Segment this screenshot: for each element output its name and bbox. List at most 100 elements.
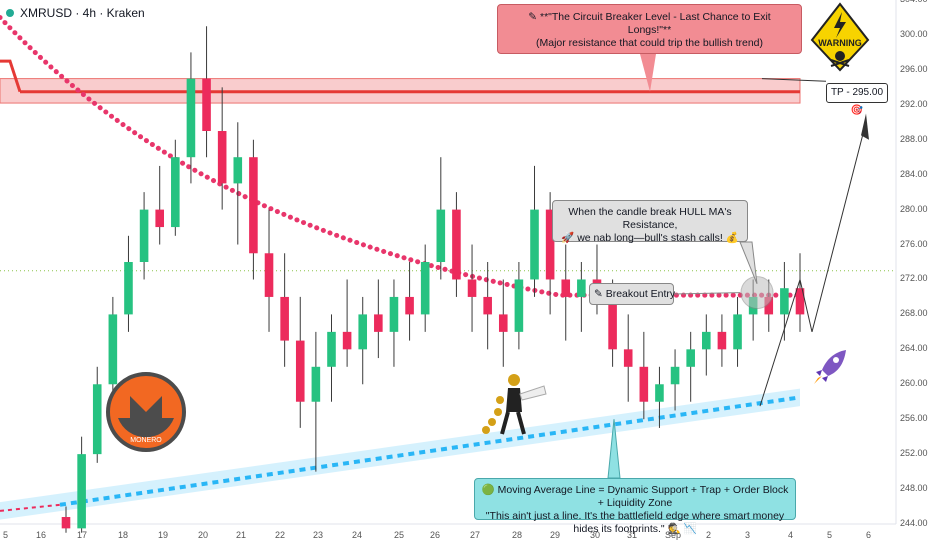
time-tick-label: 30 (590, 530, 601, 540)
hull-ma-line (0, 14, 803, 298)
price-tick-label: 288.00 (900, 133, 928, 144)
hull-break-pointer (739, 241, 758, 285)
projection-path (759, 122, 867, 407)
time-tick-label: 18 (118, 530, 129, 540)
rocket-icon (812, 346, 850, 386)
price-tick-label: 272.00 (900, 273, 928, 284)
candle-body (405, 296, 414, 315)
candle-body (92, 384, 102, 455)
hull-break-line1: When the candle break HULL MA's Resistan… (568, 206, 732, 231)
breakout-entry-pointer (673, 292, 741, 295)
price-tick-label: 280.00 (900, 203, 928, 214)
candle-body (155, 209, 164, 228)
tp-connector (761, 78, 827, 82)
candle-body (670, 366, 680, 385)
chart-header: XMRUSD · 4h · Kraken (6, 6, 145, 20)
moving-average-callout: 🟢 Moving Average Line = Dynamic Support … (474, 478, 796, 535)
candle-body (467, 279, 477, 297)
candle-body (733, 314, 742, 350)
circuit-breaker-title: ✎ **"The Circuit Breaker Level - Last Ch… (528, 11, 771, 36)
candle-body (780, 288, 789, 315)
time-tick-label: Sep (665, 530, 682, 540)
hull-break-line2: 🚀 we nab long—bull's stash calls! 💰 (561, 232, 739, 244)
time-tick-label: 2 (706, 530, 712, 540)
chart-title: XMRUSD · 4h · Kraken (20, 6, 145, 20)
take-profit-label: TP - 295.00🎯 (826, 83, 888, 116)
time-tick-label: 24 (352, 530, 363, 540)
time-tick-label: 26 (430, 530, 441, 540)
breakout-entry-label: ✎ Breakout Entry (589, 283, 675, 305)
circuit-breaker-callout: ✎ **"The Circuit Breaker Level - Last Ch… (497, 4, 802, 54)
time-tick-label: 23 (313, 530, 324, 540)
candle-body (264, 253, 274, 297)
candle-body (217, 131, 227, 184)
price-tick-label: 244.00 (900, 518, 928, 528)
resistance-step (0, 59, 22, 93)
candle-body (311, 366, 321, 402)
warning-icon: WARNING (810, 2, 870, 72)
candle-body (389, 296, 399, 332)
price-tick-label: 268.00 (900, 308, 928, 319)
candle-body (61, 517, 71, 529)
candle-body (358, 314, 368, 350)
price-tick-label: 284.00 (900, 168, 928, 179)
candle-body (577, 279, 586, 297)
treasure-hunter-illustration (478, 372, 554, 438)
candle-body (452, 209, 461, 280)
breakout-circle (740, 276, 774, 310)
candle-body (545, 209, 555, 280)
candle-body (530, 209, 539, 280)
candle-body (139, 209, 149, 262)
candle-body (249, 157, 258, 254)
hull-break-callout: When the candle break HULL MA's Resistan… (552, 200, 748, 244)
candle-body (186, 78, 196, 158)
price-tick-label: 256.00 (900, 413, 928, 424)
monero-logo: MONERO (106, 372, 186, 452)
candle-body (342, 331, 352, 350)
support-ma-line-bear (0, 503, 61, 512)
time-tick-label: 5 (3, 530, 9, 540)
price-tick-label: 300.00 (900, 28, 928, 39)
candle-body (327, 331, 336, 367)
time-tick-label: 20 (198, 530, 209, 540)
price-tick-label: 252.00 (900, 448, 928, 459)
warning-label: WARNING (818, 38, 862, 48)
time-tick-label: 31 (627, 530, 638, 540)
circuit-breaker-subtitle: (Major resistance that could trip the bu… (535, 37, 764, 49)
candle-body (498, 314, 508, 332)
candle-body (233, 157, 243, 184)
candle-body (124, 262, 133, 315)
candle-body (795, 288, 805, 315)
candle-body (77, 454, 86, 529)
live-status-dot (6, 9, 14, 17)
time-tick-label: 28 (512, 530, 523, 540)
time-tick-label: 3 (745, 530, 751, 540)
candle-body (608, 296, 617, 350)
candle-body (420, 262, 430, 315)
time-tick-label: 25 (394, 530, 405, 540)
candle-body (374, 314, 383, 332)
circuit-breaker-pointer (640, 54, 656, 92)
candle-body (202, 78, 211, 131)
candle-body (108, 314, 118, 385)
time-tick-label: 29 (550, 530, 561, 540)
price-tick-label: 276.00 (900, 238, 928, 249)
time-tick-label: 6 (866, 530, 872, 540)
time-tick-label: 19 (158, 530, 169, 540)
price-tick-label: 304.00 (900, 0, 928, 4)
moving-average-line2: "This ain't just a line. It's the battle… (485, 510, 785, 535)
candle-body (436, 209, 446, 262)
price-tick-label: 296.00 (900, 63, 928, 74)
candle-body (295, 340, 305, 402)
candle-body (623, 349, 633, 367)
candle-body (655, 384, 664, 402)
projection-arrow (861, 113, 869, 140)
candle-body (639, 366, 649, 402)
price-tick-label: 292.00 (900, 98, 928, 109)
price-tick-label: 264.00 (900, 343, 928, 354)
time-tick-label: 5 (827, 530, 833, 540)
candle-body (514, 279, 524, 332)
candle-body (717, 331, 727, 350)
